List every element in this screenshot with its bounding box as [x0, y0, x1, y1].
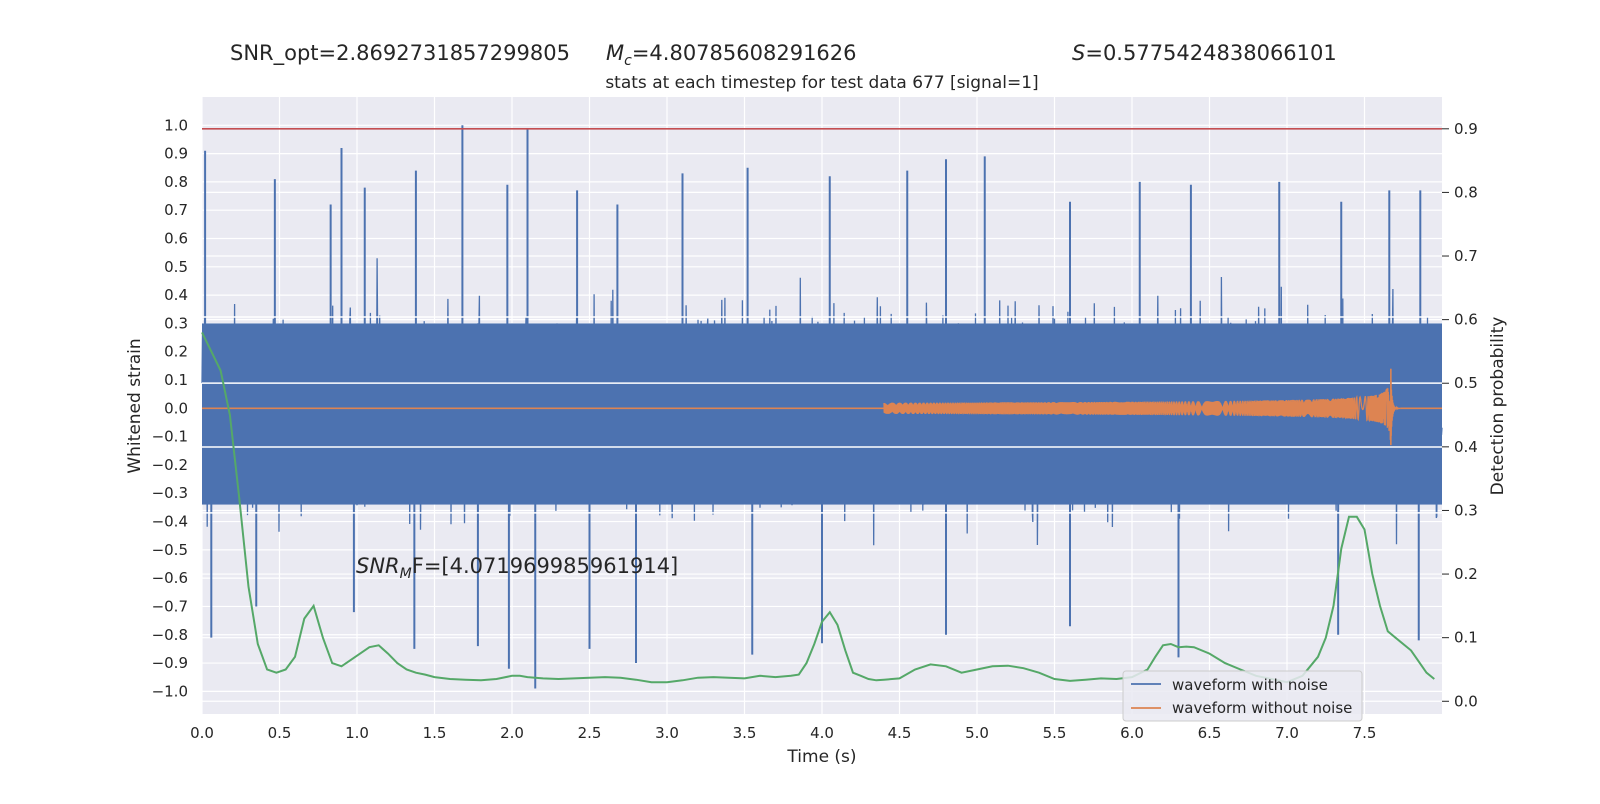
- snr-opt-label: SNR_opt=2.8692731857299805: [230, 41, 570, 66]
- chirp-mass-value: =4.80785608291626: [632, 41, 857, 65]
- y-right-tick-label: 0.5: [1454, 374, 1478, 392]
- y-tick-label: 0.8: [164, 173, 188, 191]
- y-tick-label: 0.0: [164, 399, 188, 417]
- y-tick-label: −0.5: [152, 541, 188, 559]
- y-tick-label: −0.4: [152, 513, 188, 531]
- y-tick-label: −0.8: [152, 626, 188, 644]
- x-tick-label: 7.5: [1353, 724, 1377, 742]
- chirp-mass-symbol: M: [606, 41, 624, 65]
- x-tick-label: 4.0: [810, 724, 834, 742]
- x-tick-label: 2.5: [578, 724, 602, 742]
- x-tick-label: 3.5: [733, 724, 757, 742]
- y-tick-label: −0.2: [152, 456, 188, 474]
- snr-mf-symbol: SNR: [356, 554, 400, 578]
- y-tick-label: −0.9: [152, 654, 188, 672]
- x-tick-label: 3.0: [655, 724, 679, 742]
- tick-labels: 0.0 0.5 1.0 1.5 2.0 2.5 3.0 3.5 4.0 4.5 5.0 5.5 6.0 6…: [152, 116, 1478, 742]
- x-tick-label: 5.5: [1043, 724, 1067, 742]
- snr-mf-value: F=[4.071969985961914]: [412, 554, 679, 578]
- y-tick-label: 1.0: [164, 116, 188, 134]
- y-right-tick-label: 0.7: [1454, 247, 1478, 265]
- y-tick-label: −0.7: [152, 597, 188, 615]
- y-tick-label: 0.1: [164, 371, 188, 389]
- x-tick-label: 0.5: [268, 724, 292, 742]
- s-symbol: S: [1072, 41, 1085, 65]
- y-tick-label: −0.6: [152, 569, 188, 587]
- y-tick-label: 0.5: [164, 258, 188, 276]
- clean-chirp-trace: [883, 380, 1401, 440]
- y-right-tick-label: 0.2: [1454, 565, 1478, 583]
- y-tick-label: 0.6: [164, 230, 188, 248]
- x-tick-label: 5.0: [965, 724, 989, 742]
- waveform-without-noise-series: [202, 368, 1442, 446]
- y-tick-label: 0.4: [164, 286, 188, 304]
- chirp-mass-label: Mc=4.80785608291626: [606, 41, 857, 69]
- x-tick-label: 7.0: [1275, 724, 1299, 742]
- y-tick-label: −1.0: [152, 682, 188, 700]
- y-tick-label: 0.3: [164, 314, 188, 332]
- snr-mf-annotation: SNRMF=[4.071969985961914]: [356, 554, 678, 582]
- x-tick-label: 1.0: [345, 724, 369, 742]
- y-tick-label: 0.9: [164, 145, 188, 163]
- y-axis-label-left: Whitened strain: [125, 338, 145, 473]
- x-axis-label: Time (s): [786, 747, 856, 767]
- x-tick-label: 6.5: [1198, 724, 1222, 742]
- y-tick-label: −0.1: [152, 428, 188, 446]
- y-right-tick-label: 0.6: [1454, 311, 1478, 329]
- y-right-tick-label: 0.9: [1454, 120, 1478, 138]
- s-value-label: S=0.5775424838066101: [1072, 41, 1337, 65]
- y-tick-label: 0.2: [164, 343, 188, 361]
- x-tick-label: 6.0: [1120, 724, 1144, 742]
- y-tick-label: 0.7: [164, 201, 188, 219]
- snr-mf-subscript: M: [400, 566, 412, 582]
- y-right-tick-label: 0.4: [1454, 438, 1478, 456]
- legend-label-clean: waveform without noise: [1172, 699, 1352, 717]
- y-right-tick-label: 0.0: [1454, 692, 1478, 710]
- legend-box: [1122, 670, 1363, 722]
- s-value: =0.5775424838066101: [1085, 41, 1336, 65]
- x-tick-label: 1.5: [423, 724, 447, 742]
- chart-title: stats at each timestep for test data 677…: [605, 73, 1038, 93]
- y-right-tick-label: 0.1: [1454, 629, 1478, 647]
- x-tick-label: 4.5: [888, 724, 912, 742]
- y-right-tick-label: 0.3: [1454, 501, 1478, 519]
- x-tick-label: 0.0: [190, 724, 214, 742]
- legend: waveform with noise waveform without noi…: [1122, 670, 1363, 722]
- y-tick-label: −0.3: [152, 484, 188, 502]
- y-axis-label-right: Detection probability: [1488, 317, 1508, 496]
- y-right-tick-label: 0.8: [1454, 183, 1478, 201]
- x-tick-label: 2.0: [500, 724, 524, 742]
- legend-label-noise: waveform with noise: [1172, 676, 1328, 694]
- chirp-mass-subscript: c: [624, 53, 632, 69]
